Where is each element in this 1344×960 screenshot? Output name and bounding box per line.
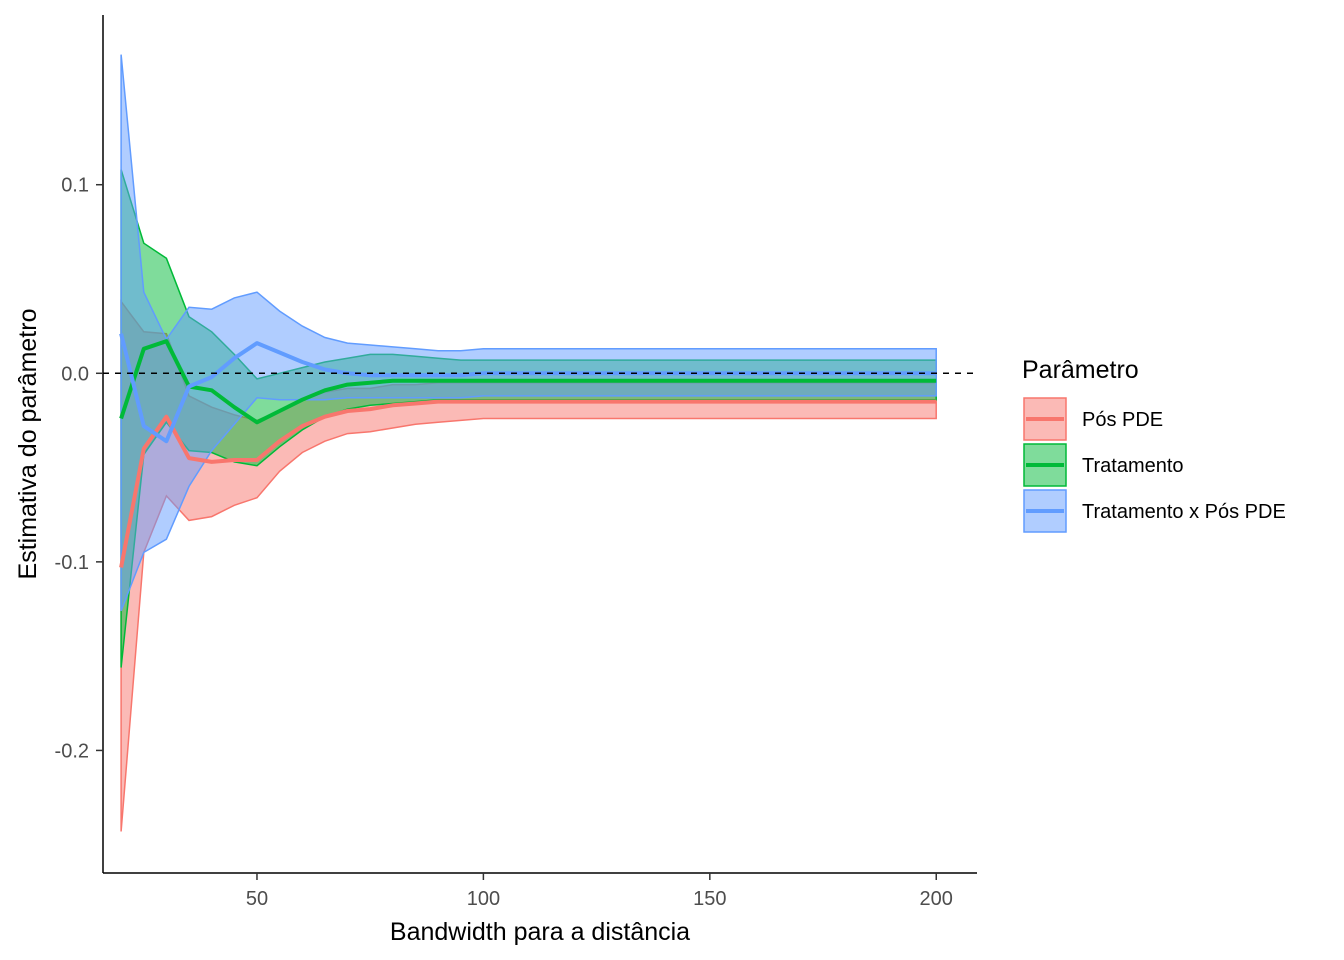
confidence-band-2 (120, 54, 937, 612)
x-axis-ticks: 50 100 150 200 (246, 873, 953, 910)
legend-label: Tratamento x Pós PDE (1082, 501, 1286, 523)
y-tick-label: 0.1 (61, 175, 89, 197)
axes (102, 15, 977, 874)
x-tick-label: 200 (920, 888, 953, 910)
y-tick-label: 0.0 (61, 363, 89, 385)
series-line-0 (119, 399, 937, 568)
x-tick-label: 50 (246, 888, 268, 910)
legend-label: Tratamento (1082, 455, 1184, 477)
series-line-1 (119, 339, 937, 425)
y-tick-label: -0.2 (55, 740, 89, 762)
legend: Parâmetro Pós PDE Tratamento Tratamento x … (1022, 356, 1286, 533)
y-axis-ticks: -0.2 -0.1 0.0 0.1 (55, 175, 103, 762)
x-axis-title: Bandwidth para a distância (390, 918, 690, 946)
y-tick-label: -0.1 (55, 552, 89, 574)
y-axis-title: Estimativa do parâmetro (14, 309, 42, 580)
x-tick-label: 150 (693, 888, 726, 910)
legend-label: Pós PDE (1082, 409, 1163, 431)
legend-title: Parâmetro (1022, 356, 1139, 384)
x-tick-label: 100 (467, 888, 500, 910)
confidence-bands (120, 54, 937, 832)
